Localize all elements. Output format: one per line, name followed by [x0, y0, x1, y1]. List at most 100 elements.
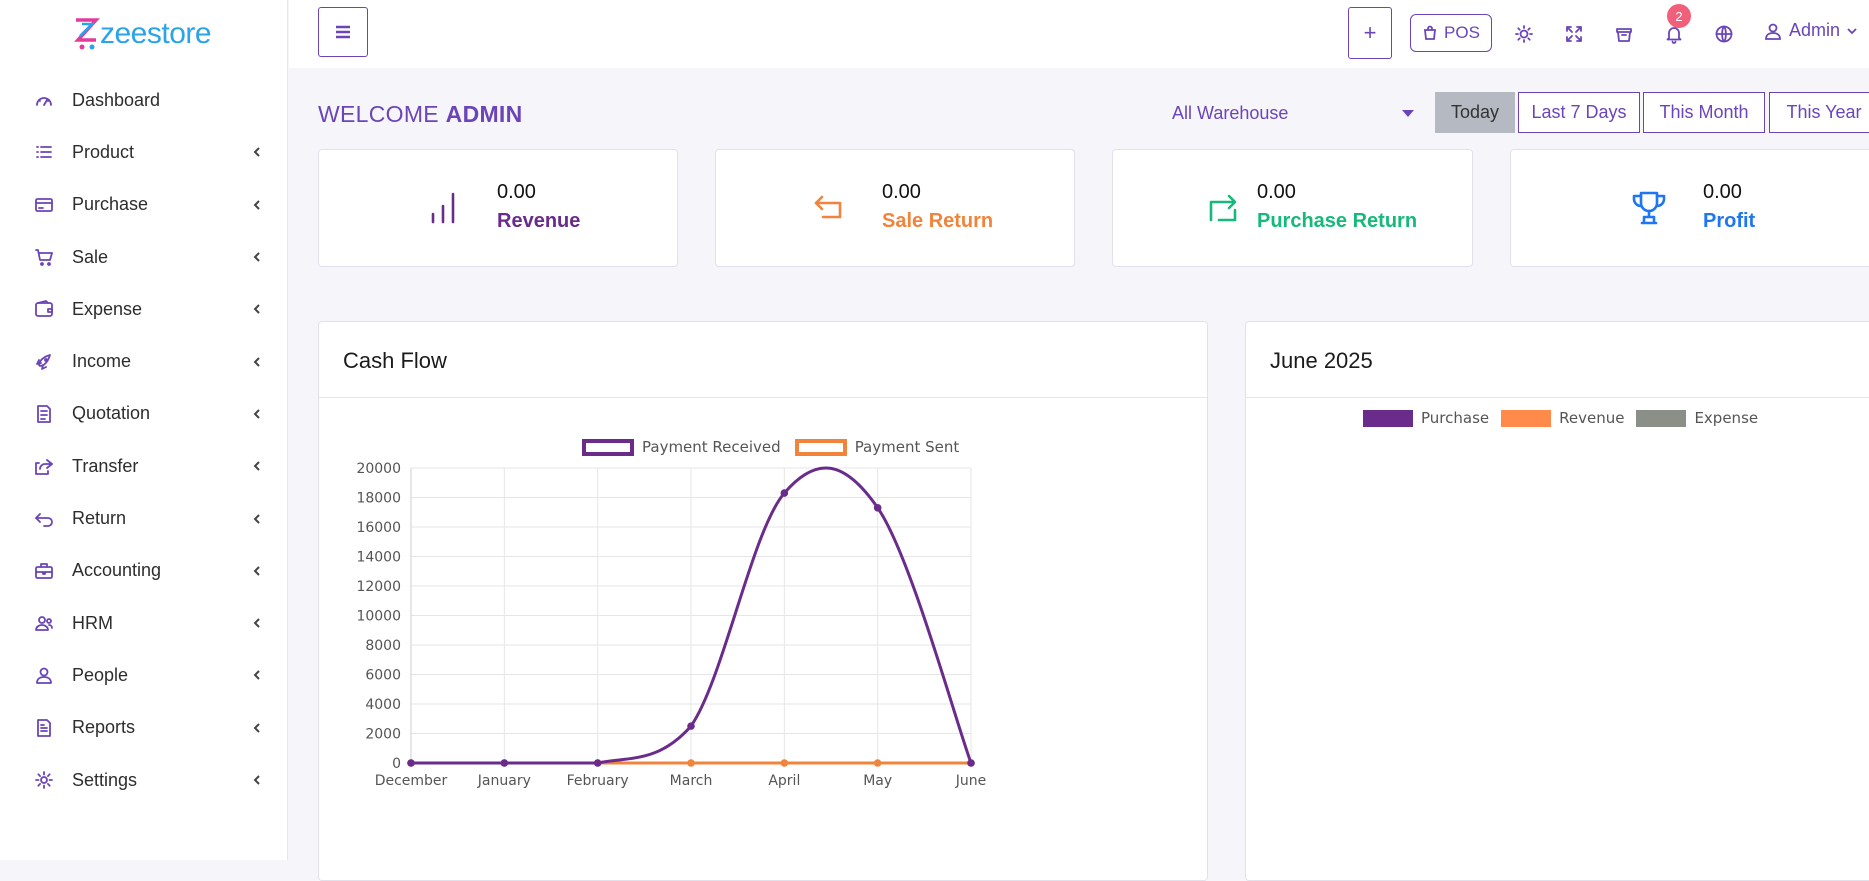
archive-icon[interactable] — [1612, 22, 1636, 46]
y-tick-label: 2000 — [365, 727, 401, 743]
data-point[interactable] — [500, 759, 509, 767]
pos-label: POS — [1444, 23, 1480, 42]
warehouse-select[interactable]: All Warehouse — [1172, 98, 1420, 128]
user-name: Admin — [1789, 20, 1841, 40]
chevron-left-icon — [250, 198, 264, 212]
legend-label[interactable]: Expense — [1694, 409, 1759, 427]
data-point[interactable] — [687, 759, 695, 767]
gear-icon — [32, 768, 56, 792]
chevron-left-icon — [250, 512, 264, 526]
sidebar-item-expense[interactable]: Expense — [0, 283, 288, 335]
legend-label[interactable]: Payment Sent — [854, 438, 960, 456]
legend-swatch-sent[interactable] — [794, 438, 847, 456]
legend-swatch-revenue[interactable] — [1501, 409, 1552, 427]
logo-text: zeestore — [100, 17, 212, 50]
cash-flow-chart: 0 2000 4000 6000 8000 10000 12000 14000 16000 180… — [356, 461, 986, 789]
warehouse-value: All Warehouse — [1172, 102, 1289, 123]
chevron-left-icon — [250, 302, 264, 316]
stat-label: Profit — [1703, 210, 1756, 232]
menu-toggle-button[interactable] — [318, 7, 368, 57]
welcome-name: ADMIN — [445, 101, 523, 127]
data-point[interactable] — [593, 759, 602, 767]
sidebar-item-return[interactable]: Return — [0, 492, 288, 544]
sidebar-item-transfer[interactable]: Transfer — [0, 440, 288, 492]
cart-icon — [32, 245, 56, 269]
sidebar-item-purchase[interactable]: Purchase — [0, 179, 288, 231]
pos-button[interactable]: POS — [1410, 14, 1492, 52]
theme-toggle-icon[interactable] — [1512, 22, 1536, 46]
sidebar-item-sale[interactable]: Sale — [0, 231, 288, 283]
chevron-left-icon — [250, 355, 264, 369]
data-point[interactable] — [873, 504, 882, 512]
sidebar-item-dashboard[interactable]: Dashboard — [0, 74, 288, 126]
sidebar-item-label: Accounting — [72, 560, 162, 581]
sidebar-item-people[interactable]: People — [0, 649, 288, 701]
x-tick-label: February — [567, 773, 629, 789]
y-tick-label: 4000 — [365, 697, 401, 713]
sidebar-item-label: HRM — [72, 612, 113, 633]
data-point[interactable] — [407, 759, 415, 767]
stat-label: Sale Return — [882, 210, 994, 232]
sidebar-item-settings[interactable]: Settings — [0, 754, 288, 806]
report-icon — [32, 716, 56, 740]
document-icon — [32, 402, 56, 426]
period-year-button[interactable]: This Year — [1769, 92, 1869, 133]
legend-label[interactable]: Purchase — [1421, 409, 1490, 427]
stat-value: 0.00 — [497, 181, 536, 203]
data-point[interactable] — [780, 489, 789, 497]
user-icon — [32, 663, 56, 687]
period-last7-button[interactable]: Last 7 Days — [1518, 92, 1640, 133]
legend-swatch-purchase[interactable] — [1363, 409, 1413, 427]
x-tick-label: December — [375, 773, 448, 789]
legend-swatch-received[interactable] — [582, 438, 634, 456]
stat-card-profit: 0.00 Profit — [1510, 149, 1869, 267]
sidebar-item-label: Product — [72, 141, 135, 162]
user-icon — [1765, 23, 1781, 40]
sidebar-item-hrm[interactable]: HRM — [0, 597, 288, 649]
stat-label: Purchase Return — [1257, 210, 1418, 232]
add-button[interactable]: + — [1348, 7, 1392, 59]
welcome-prefix: WELCOME — [318, 101, 439, 127]
gauge-icon — [32, 88, 56, 112]
bell-icon[interactable] — [1662, 22, 1686, 46]
sidebar-item-label: Income — [72, 351, 132, 372]
stat-value: 0.00 — [1703, 181, 1742, 203]
sidebar-item-accounting[interactable]: Accounting — [0, 545, 288, 597]
user-menu[interactable]: Admin — [1763, 20, 1858, 41]
bar-chart-icon — [421, 186, 465, 230]
welcome-heading: WELCOME ADMIN — [318, 101, 523, 128]
globe-icon[interactable] — [1712, 22, 1736, 46]
sidebar-item-quotation[interactable]: Quotation — [0, 388, 288, 440]
return-arrow-icon — [807, 186, 851, 230]
month-legend: Purchase Revenue Expense — [1363, 409, 1758, 427]
divider — [319, 397, 1207, 398]
sidebar-nav: Dashboard Product Purchase Sale Expense Incom… — [0, 74, 288, 806]
data-point[interactable] — [780, 759, 789, 767]
fullscreen-icon[interactable] — [1562, 22, 1586, 46]
period-month-button[interactable]: This Month — [1643, 92, 1765, 133]
y-tick-label: 20000 — [356, 461, 401, 477]
sidebar-item-income[interactable]: Income — [0, 335, 288, 387]
sidebar-item-reports[interactable]: Reports — [0, 702, 288, 754]
chevron-left-icon — [250, 145, 264, 159]
y-tick-label: 8000 — [365, 638, 401, 654]
data-point[interactable] — [967, 759, 975, 767]
stat-card-revenue: 0.00 Revenue — [318, 149, 678, 267]
stat-value: 0.00 — [882, 181, 921, 203]
return-icon — [32, 507, 56, 531]
card-icon — [32, 193, 56, 217]
sidebar-item-product[interactable]: Product — [0, 126, 288, 178]
chevron-left-icon — [250, 459, 264, 473]
legend-label[interactable]: Revenue — [1559, 409, 1625, 427]
sidebar: zeestore Dashboard Product Purchase Sale Exp… — [0, 0, 288, 860]
chevron-down-icon — [1847, 27, 1857, 34]
x-tick-label: January — [477, 773, 531, 789]
data-point[interactable] — [687, 722, 695, 730]
sidebar-item-label: Sale — [72, 246, 109, 267]
legend-swatch-expense[interactable] — [1636, 409, 1687, 427]
legend-label[interactable]: Payment Received — [642, 438, 781, 456]
brand-logo[interactable]: zeestore — [74, 14, 212, 54]
data-point[interactable] — [873, 759, 882, 767]
period-today-button[interactable]: Today — [1435, 92, 1515, 133]
series-line-received — [411, 466, 973, 765]
